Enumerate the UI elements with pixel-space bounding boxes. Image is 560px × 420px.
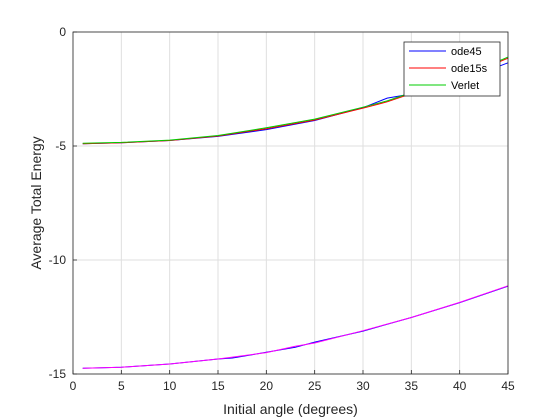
legend-label-verlet: Verlet (451, 80, 479, 92)
x-axis-label: Initial angle (degrees) (223, 401, 358, 417)
legend-label-ode15s: ode15s (451, 63, 488, 75)
legend: ode45 ode15s Verlet (403, 41, 501, 97)
y-tick-label: -5 (55, 139, 66, 153)
x-tick-label: 30 (356, 379, 370, 393)
y-axis-label: Average Total Energy (28, 136, 44, 269)
axis-ticks: 0 5 10 15 20 25 30 35 40 45 0 -5 -10 -15 (49, 25, 515, 393)
x-tick-label: 35 (405, 379, 419, 393)
x-tick-label: 5 (118, 379, 125, 393)
y-tick-label: -15 (49, 367, 67, 381)
legend-label-ode45: ode45 (451, 46, 482, 58)
x-tick-label: 45 (501, 379, 515, 393)
x-tick-label: 20 (260, 379, 274, 393)
y-tick-label: -10 (49, 253, 67, 267)
y-tick-label: 0 (59, 25, 66, 39)
x-tick-label: 10 (163, 379, 177, 393)
x-tick-label: 40 (453, 379, 467, 393)
plot-frame (72, 31, 509, 375)
unnamed-series-line-1 (82, 285, 509, 369)
x-tick-label: 25 (308, 379, 322, 393)
x-tick-label: 0 (70, 379, 77, 393)
x-tick-label: 15 (211, 379, 225, 393)
